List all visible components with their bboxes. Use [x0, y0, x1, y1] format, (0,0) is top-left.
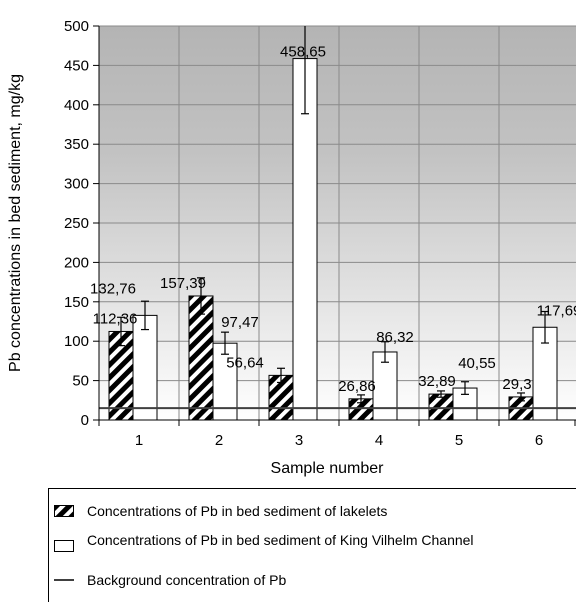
value-label: 26,86: [338, 378, 376, 395]
white-swatch-icon: [54, 540, 74, 552]
bar-king-vilhelm-1: [132, 314, 158, 421]
value-label: 32,89: [418, 373, 456, 390]
legend-label: Concentrations of Pb in bed sediment of …: [87, 532, 474, 548]
value-label: 157,39: [160, 275, 206, 292]
y-tick-labels: 0 50 100 150 200 250 300 350 400 450 500: [64, 18, 89, 429]
value-label: 97,47: [221, 314, 259, 331]
y-tick-label: 350: [64, 136, 89, 153]
y-tick-label: 50: [72, 373, 89, 390]
value-label: 112,36: [93, 310, 138, 327]
value-labels: 112,36 157,39 56,64 26,86 32,89 29,3 132,76 97,…: [90, 44, 576, 395]
y-tick-label: 0: [81, 412, 89, 429]
x-tick-label: 1: [135, 432, 143, 449]
value-label: 56,64: [226, 354, 264, 371]
y-tick-label: 200: [64, 254, 89, 271]
y-tick-label: 150: [64, 294, 89, 311]
legend-item-background: Background concentration of Pb: [54, 572, 287, 589]
x-tick-label: 6: [535, 432, 543, 449]
legend-label: Background concentration of Pb: [87, 572, 287, 588]
legend: Concentrations of Pb in bed sediment of …: [48, 488, 576, 602]
bar-lakelets-5: [428, 393, 454, 421]
y-tick-label: 100: [64, 333, 89, 350]
x-tick-label: 5: [455, 432, 463, 449]
grid: [99, 25, 576, 420]
axes: [93, 25, 576, 426]
legend-label: Concentrations of Pb in bed sediment of …: [87, 503, 388, 519]
bar-king-vilhelm-3: [292, 58, 318, 421]
y-tick-label: 300: [64, 176, 89, 193]
value-label: 86,32: [376, 329, 414, 346]
bars: [108, 58, 558, 421]
y-tick-label: 250: [64, 215, 89, 232]
y-tick-label: 400: [64, 97, 89, 114]
y-tick-label: 450: [64, 57, 89, 74]
value-label: 132,76: [90, 280, 136, 297]
value-label: 458,65: [280, 44, 326, 61]
legend-item-lakelets: Concentrations of Pb in bed sediment of …: [54, 503, 388, 520]
x-tick-label: 2: [215, 432, 223, 449]
x-tick-label: 4: [375, 432, 383, 449]
hatched-swatch-icon: [54, 505, 74, 517]
error-bars: [117, 26, 549, 404]
y-axis-label: Pb concentrations in bed sediment, mg/kg: [7, 74, 24, 372]
line-swatch-icon: [54, 579, 74, 581]
x-tick-label: 3: [295, 432, 303, 449]
bar-chart: 0 50 100 150 200 250 300 350 400 450 500 1 2 3 4 5 6 11…: [7, 18, 576, 477]
value-label: 29,3: [502, 376, 531, 393]
x-tick-labels: 1 2 3 4 5 6: [135, 432, 543, 449]
value-label: 40,55: [458, 355, 496, 372]
value-label: 117,69: [537, 302, 576, 319]
y-tick-label: 500: [64, 18, 89, 35]
x-axis-label: Sample number: [271, 460, 385, 477]
legend-item-king-vilhelm-channel: Concentrations of Pb in bed sediment of …: [54, 532, 487, 552]
